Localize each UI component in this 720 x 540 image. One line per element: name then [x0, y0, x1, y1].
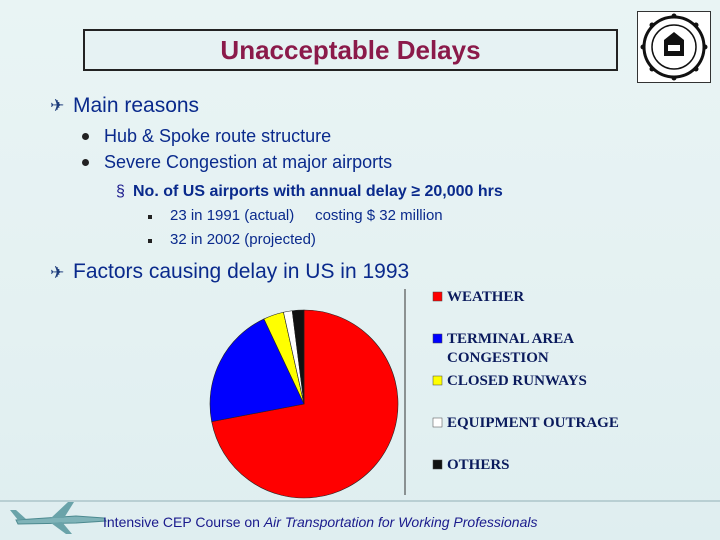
factors-heading: Factors causing delay in US in 1993	[73, 260, 410, 283]
legend-label: EQUIPMENT OUTRAGE	[447, 415, 619, 431]
main-reasons-heading: Main reasons	[73, 94, 200, 117]
legend-label: WEATHER	[447, 289, 524, 305]
airplane-icon	[10, 502, 107, 534]
legend-label: OTHERS	[447, 457, 510, 473]
footer-text: Intensive CEP Course on Air Transportati…	[103, 514, 537, 530]
pie-slice-others	[291, 309, 305, 405]
plane-bullet-icon: ✈	[50, 96, 65, 115]
sub-item: 23 in 1991 (actual) costing $ 32 million	[170, 207, 443, 224]
footer-divider	[0, 500, 720, 502]
section-bullet-icon: §	[116, 183, 125, 200]
legend-swatch	[432, 417, 443, 428]
pie-slice-weather	[211, 309, 399, 499]
slide-title-box: Unacceptable Delays	[83, 29, 618, 71]
legend-swatch	[432, 333, 443, 344]
legend-swatch	[432, 459, 443, 470]
reason-item: Severe Congestion at major airports	[104, 152, 393, 172]
footer-prefix: Intensive CEP Course on	[103, 514, 264, 530]
footer-course-name: Air Transportation for Working Professio…	[263, 514, 538, 530]
dot-bullet-icon	[82, 159, 89, 166]
legend-swatch	[432, 375, 443, 386]
legend-swatch	[432, 291, 443, 302]
pie-slice-terminal-area-congestion	[209, 318, 305, 422]
plane-bullet-icon: ✈	[50, 263, 65, 282]
sub-item: 32 in 2002 (projected)	[170, 231, 316, 248]
dot-bullet-icon	[82, 133, 89, 140]
legend-label: CONGESTION	[447, 350, 549, 366]
legend-label: CLOSED RUNWAYS	[447, 373, 587, 389]
slide-title: Unacceptable Delays	[220, 34, 481, 65]
institute-logo	[637, 11, 711, 83]
square-bullet-icon	[148, 215, 152, 219]
legend-label: TERMINAL AREA	[447, 331, 574, 347]
sub-heading: No. of US airports with annual delay ≥ 2…	[133, 183, 503, 200]
square-bullet-icon	[148, 239, 152, 243]
reason-item: Hub & Spoke route structure	[104, 126, 332, 146]
